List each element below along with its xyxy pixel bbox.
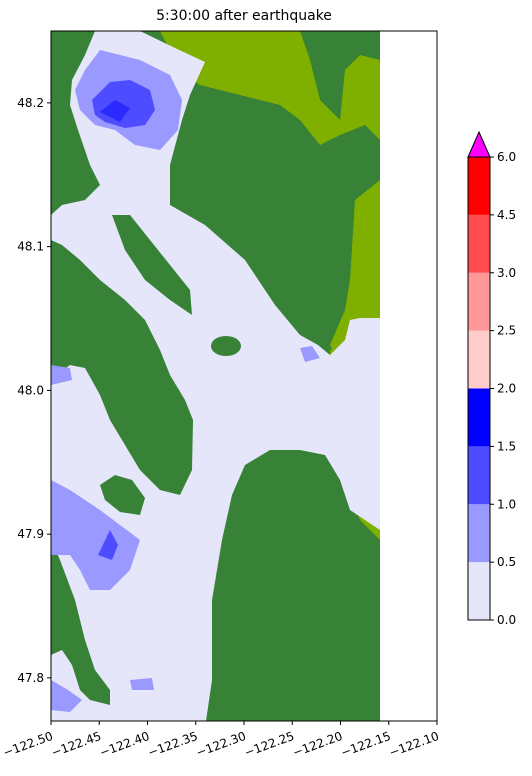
x-tick-label: −122.40 [98,729,152,760]
x-tick-label: −122.30 [194,729,248,760]
colorbar-segment [468,157,490,215]
water-peak-nw [100,100,130,122]
colorbar-tick-label: 3.0 [497,266,516,280]
water-high-nw [92,80,155,128]
colorbar-tick-label: 2.5 [497,324,516,338]
western-point [100,475,145,515]
x-tick-label: −122.25 [242,729,296,760]
y-tick-label: 48.1 [17,240,44,254]
water-high-w [98,530,118,560]
island [211,336,241,356]
chart-title: 5:30:00 after earthquake [156,8,332,24]
x-tick-label: −122.35 [146,729,200,760]
colorbar-tick-label: 0.0 [497,613,516,627]
y-axis: 47.8 47.9 48.0 48.1 48.2 [17,96,51,685]
y-tick-label: 48.2 [17,96,44,110]
colorbar-segment [468,330,490,389]
x-tick-label: −122.20 [291,729,345,760]
y-tick-label: 47.8 [17,671,44,685]
water-mid-w [51,480,140,590]
colorbar-segment [468,272,490,331]
map-area [50,30,438,722]
colorbar: 0.0 0.5 1.0 1.5 2.0 2.5 3.0 4.5 6.0 [467,130,516,627]
colorbar-segment [468,562,490,620]
x-axis: −122.50−122.45−122.40−122.35−122.30−122.… [1,721,441,760]
water-mid-sw [51,680,82,712]
y-tick-label: 47.9 [17,527,44,541]
shore-e [330,180,380,360]
water-mid-ww [51,365,72,385]
colorbar-tick-label: 0.5 [497,555,516,569]
x-tick-label: −122.10 [387,729,441,760]
water-mid-e [300,346,320,362]
colorbar-segment [468,446,490,505]
colorbar-segment [468,388,490,447]
colorbar-segment [468,504,490,563]
map-layer [51,31,380,721]
y-tick-label: 48.0 [17,383,44,397]
colorbar-tick-label: 6.0 [497,150,516,164]
colorbar-tick-label: 1.0 [497,497,516,511]
colorbar-segment [468,214,490,273]
colorbar-tick-label: 2.0 [497,382,516,396]
x-tick-label: −122.50 [1,729,55,760]
colorbar-tick-label: 1.5 [497,439,516,453]
water-mid-s [130,678,154,690]
x-tick-label: −122.15 [339,729,393,760]
colorbar-tick-label: 4.5 [497,208,516,222]
peninsula-central [112,215,192,315]
x-tick-label: −122.45 [49,729,103,760]
colorbar-extend-max [467,130,491,158]
shore-ne [160,31,380,145]
